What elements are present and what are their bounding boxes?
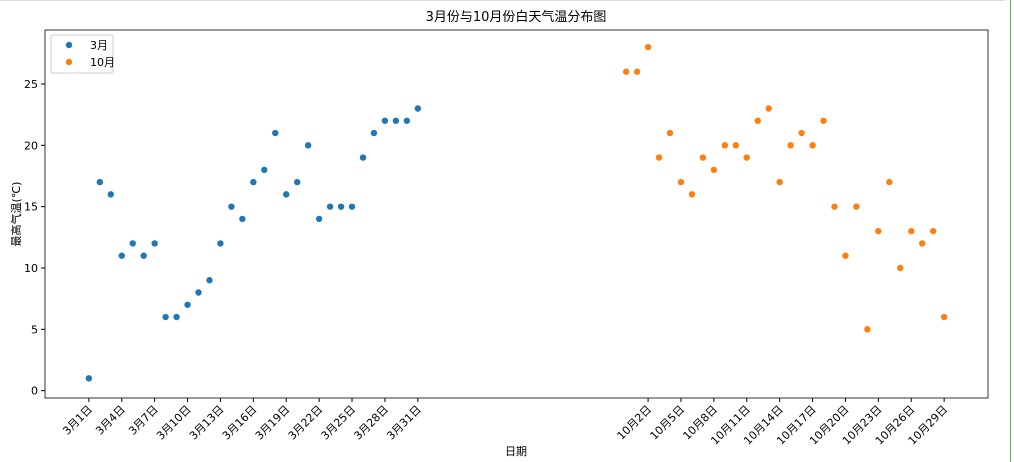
point (842, 252, 849, 259)
point (184, 301, 191, 308)
legend-marker (65, 58, 73, 66)
point (228, 203, 235, 210)
point (919, 240, 926, 247)
point (162, 313, 169, 321)
x-tick-label: 3月19日 (253, 403, 293, 443)
x-tick-label: 3月16日 (220, 403, 260, 443)
legend-label: 3月 (90, 39, 108, 52)
point (886, 178, 893, 186)
point (864, 326, 871, 333)
point (929, 227, 937, 235)
point (688, 191, 696, 198)
point (743, 154, 750, 161)
point (622, 68, 630, 75)
point (370, 129, 378, 137)
point (403, 117, 411, 124)
point (853, 203, 860, 210)
point (272, 129, 279, 137)
point (809, 142, 816, 149)
point (666, 129, 674, 137)
x-tick-label: 10月5日 (648, 403, 688, 443)
point (250, 178, 257, 186)
point (217, 240, 224, 247)
legend-label: 10月 (90, 56, 115, 69)
x-tick-label: 3月4日 (93, 403, 128, 438)
x-tick-label: 3月1日 (60, 403, 95, 438)
x-tick-label: 3月25日 (319, 403, 359, 443)
point (776, 178, 783, 186)
x-tick-label: 3月13日 (187, 403, 227, 443)
point (151, 240, 158, 247)
point (732, 142, 740, 149)
point (315, 215, 323, 223)
x-tick-label: 3月10日 (154, 403, 194, 443)
point (293, 178, 301, 186)
point (633, 68, 641, 75)
point (831, 203, 838, 210)
point (940, 313, 948, 321)
point (721, 142, 729, 149)
point (359, 154, 367, 161)
point (897, 264, 904, 272)
y-tick-label: 15 (24, 201, 38, 214)
point (85, 375, 93, 382)
point (118, 252, 125, 259)
point (304, 142, 312, 149)
point (414, 105, 422, 112)
point (820, 117, 827, 124)
point (754, 117, 761, 124)
point (206, 277, 213, 284)
x-tick-label: 3月28日 (351, 403, 391, 443)
point (655, 154, 663, 161)
point (107, 191, 114, 198)
point (765, 105, 772, 112)
point (239, 215, 246, 223)
point (392, 117, 400, 124)
point (140, 252, 147, 259)
point (798, 129, 805, 137)
point (173, 313, 180, 321)
point (283, 191, 290, 198)
y-tick-label: 20 (24, 139, 38, 152)
plot-frame (44, 29, 989, 399)
y-tick-label: 25 (24, 78, 38, 91)
point (326, 203, 334, 210)
point (261, 166, 268, 174)
y-tick-label: 0 (31, 385, 38, 398)
point (381, 117, 389, 124)
legend-marker (65, 41, 73, 49)
point (96, 178, 104, 186)
point (699, 154, 707, 161)
point (875, 227, 882, 235)
point (908, 227, 915, 235)
point (195, 289, 202, 296)
y-axis-label: 最高气温(℃) (9, 182, 23, 247)
point (677, 178, 685, 186)
x-tick-label: 3月31日 (384, 403, 424, 443)
y-tick-label: 5 (31, 323, 38, 336)
point (710, 166, 718, 174)
point (348, 203, 356, 210)
x-tick-label: 10月2日 (615, 403, 655, 443)
x-tick-label: 3月22日 (286, 403, 326, 443)
point (787, 142, 794, 149)
y-tick-label: 10 (24, 262, 38, 275)
point (337, 203, 345, 210)
x-axis-label: 日期 (505, 445, 527, 458)
point (644, 43, 652, 51)
point (129, 240, 136, 247)
chart-title: 3月份与10月份白天气温分布图 (426, 9, 607, 25)
